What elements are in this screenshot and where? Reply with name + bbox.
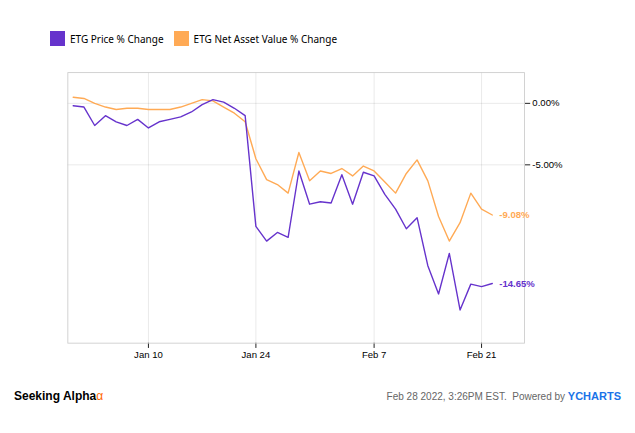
svg-text:-5.00%: -5.00% [532,159,563,170]
html-text:Seeking Alpha α: Seeking Alpha α [14,388,104,403]
svg-text:Feb 7: Feb 7 [362,349,386,360]
html-text:ETG Price % Change: ETG Price % Change [70,31,164,46]
svg-text:Feb 21: Feb 21 [467,349,497,360]
html-text:ETG Net Asset Value % Change: ETG Net Asset Value % Change [193,31,338,46]
svg-text:-14.65%: -14.65% [499,278,535,289]
svg-text:0.00%: 0.00% [532,97,560,108]
svg-text:Jan 24: Jan 24 [242,349,271,360]
html-text:Feb 28 2022, 3:26PM EST. Power: Feb 28 2022, 3:26PM EST. Powered by YCHA… [386,389,621,402]
svg-text:Jan 10: Jan 10 [134,349,163,360]
svg-text:-9.08%: -9.08% [499,209,530,220]
